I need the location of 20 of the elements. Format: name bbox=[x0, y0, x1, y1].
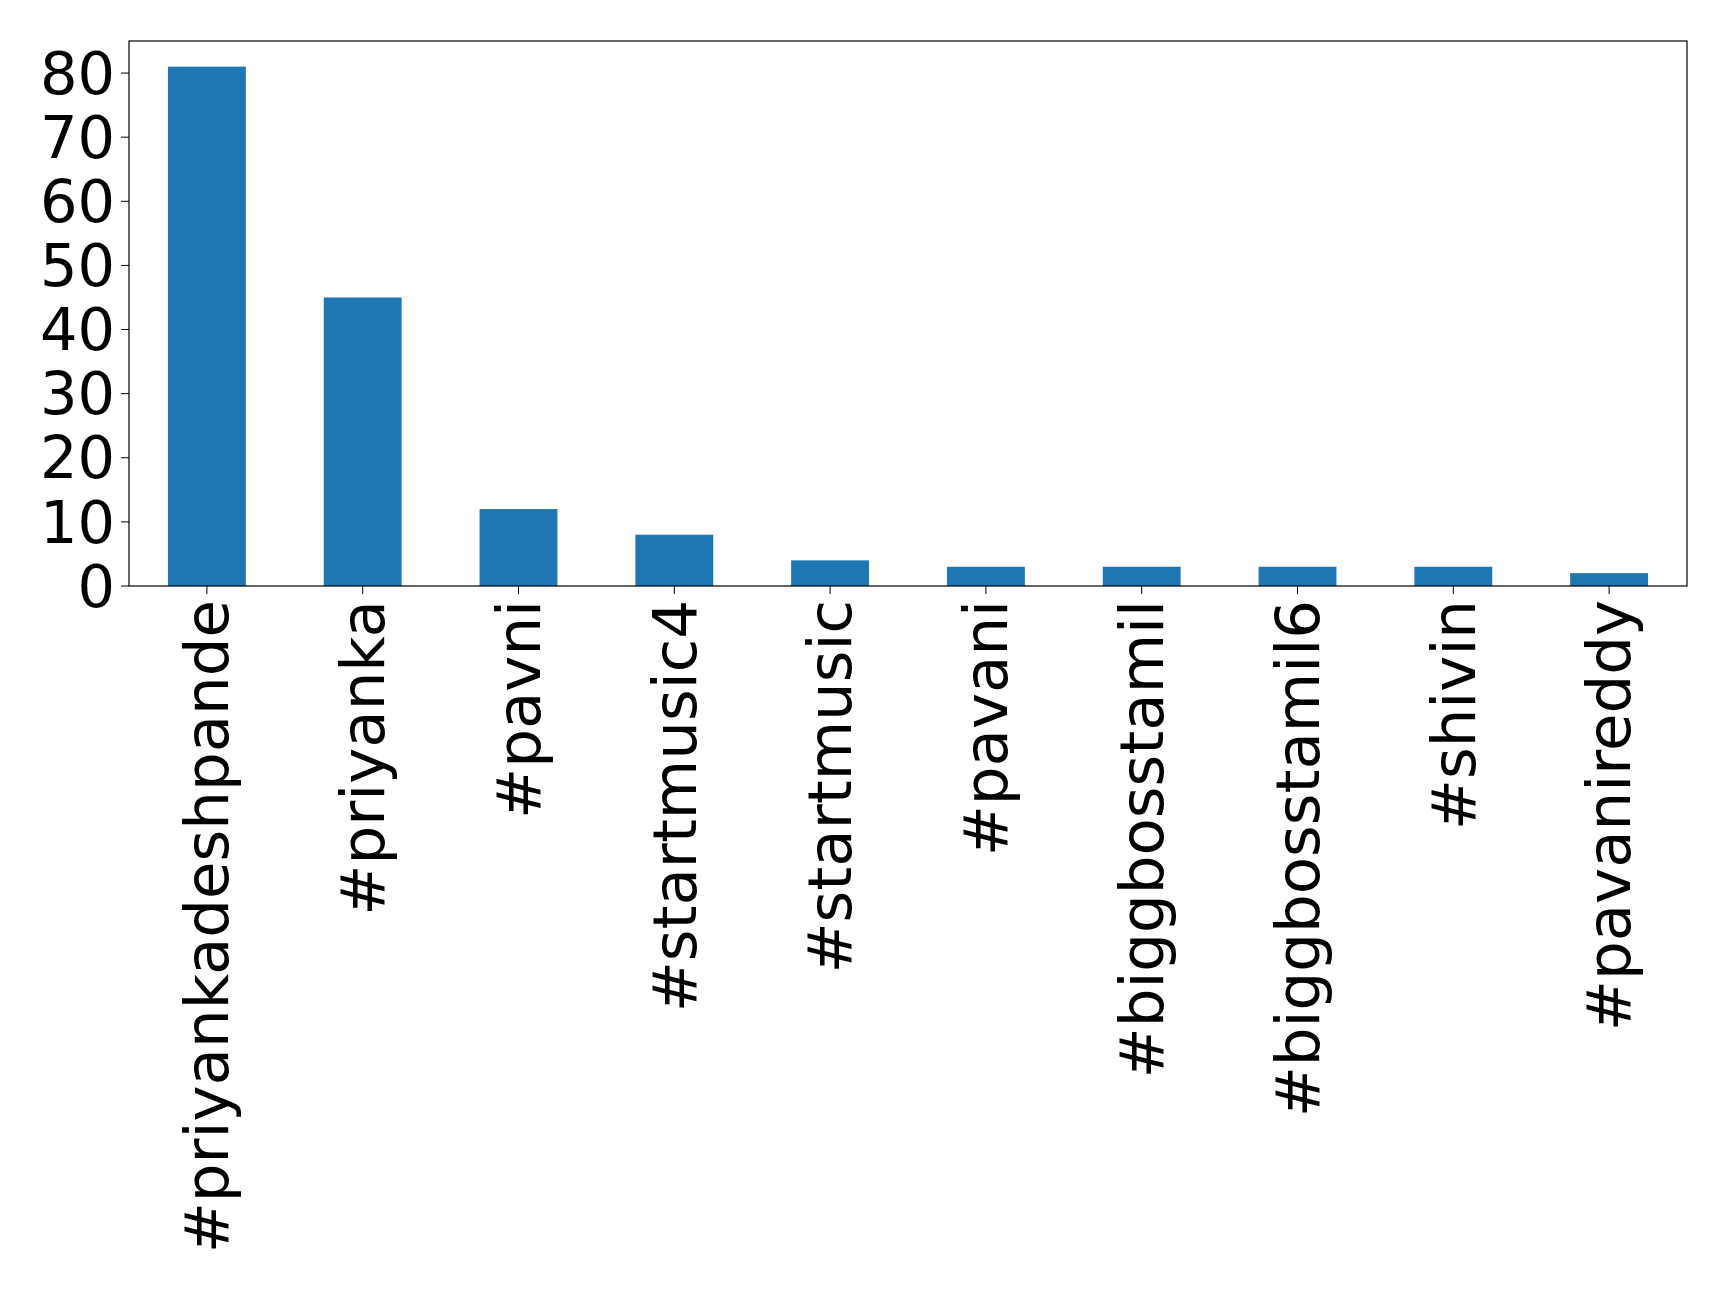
x-tick-label: #priyankadeshpande bbox=[171, 600, 243, 1254]
x-tick-label: #startmusic4 bbox=[638, 600, 710, 1013]
x-tick-label: #pavanireddy bbox=[1573, 600, 1645, 1032]
bar bbox=[167, 66, 246, 586]
bar bbox=[1414, 566, 1493, 586]
x-tick-label: #startmusic bbox=[794, 600, 866, 974]
x-tick-label: #biggbosstamil6 bbox=[1261, 600, 1333, 1118]
bar bbox=[1102, 566, 1181, 586]
bar bbox=[1258, 566, 1337, 586]
x-tick-label: #priyanka bbox=[327, 600, 399, 916]
x-tick-label: #shivin bbox=[1417, 600, 1489, 831]
bar bbox=[1570, 573, 1649, 586]
x-tick-label: #pavni bbox=[482, 600, 554, 819]
bar bbox=[635, 534, 714, 586]
bar bbox=[479, 509, 558, 586]
bar bbox=[791, 560, 870, 586]
x-tick-label: #biggbosstamil bbox=[1106, 600, 1178, 1079]
x-tick-label: #pavani bbox=[950, 600, 1022, 857]
bar bbox=[323, 297, 402, 586]
bar bbox=[946, 566, 1025, 586]
